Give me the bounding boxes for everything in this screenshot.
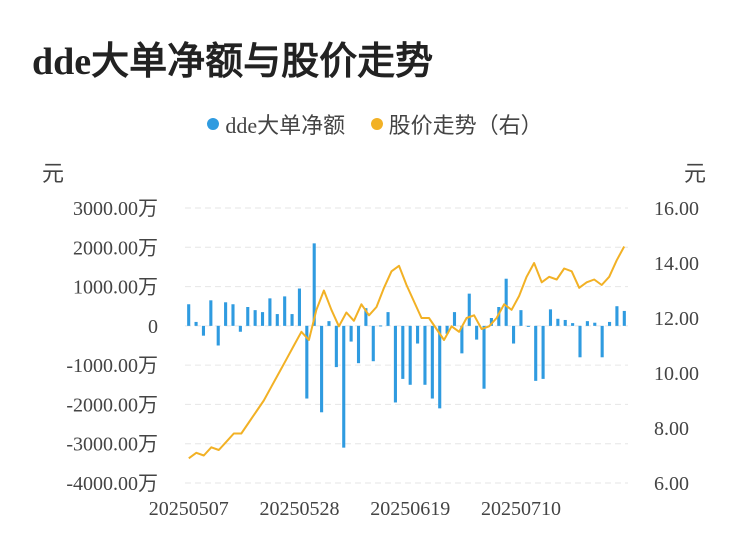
dde-bar: [600, 325, 604, 358]
dde-bar: [578, 325, 582, 358]
dde-bar: [393, 325, 397, 403]
legend-item-dde[interactable]: dde大单净额: [207, 108, 345, 140]
dde-bar: [526, 325, 530, 327]
dde-bar: [504, 278, 508, 326]
dde-bar: [475, 325, 479, 340]
legend-dot-icon: [370, 118, 383, 130]
right-tick-label: 10.00: [654, 363, 699, 385]
dde-bar: [364, 308, 368, 326]
dde-bar: [201, 325, 206, 336]
legend-dot-icon: [207, 118, 220, 130]
right-tick-label: 12.00: [654, 308, 699, 330]
dde-bar: [445, 325, 449, 334]
dde-bar: [571, 323, 575, 326]
dde-bar: [305, 325, 309, 399]
dde-bar: [563, 319, 567, 326]
dde-bar: [231, 304, 235, 326]
legend: dde大单净额 股价走势（右）: [0, 108, 750, 140]
dde-bar: [268, 298, 272, 326]
dde-bar: [312, 243, 316, 326]
price-line: [188, 246, 626, 460]
dde-bar: [622, 310, 626, 326]
right-tick-label: 14.00: [654, 253, 699, 275]
dde-bar: [408, 325, 412, 385]
chart-title: dde大单净额与股价走势: [32, 41, 434, 83]
dde-bar: [401, 325, 405, 379]
dde-bar: [489, 318, 493, 326]
right-axis-unit: 元: [684, 161, 707, 186]
dde-bar: [585, 321, 589, 326]
right-tick-label: 8.00: [654, 418, 689, 440]
dde-bar: [283, 296, 287, 326]
dde-bar: [253, 310, 257, 326]
right-tick-label: 16.00: [654, 198, 699, 220]
dde-bar: [194, 321, 198, 326]
dde-bar: [246, 307, 250, 326]
dde-bar: [371, 325, 375, 362]
x-tick-label: 20250528: [259, 498, 339, 520]
dde-bar: [356, 325, 361, 364]
dde-bar: [275, 314, 279, 326]
dde-bar: [615, 306, 619, 326]
legend-label-price: 股价走势（右）: [388, 113, 543, 138]
dde-bar: [556, 318, 560, 326]
left-tick-label: 0: [148, 316, 158, 338]
dde-bar: [497, 307, 501, 326]
dde-bar: [467, 293, 471, 326]
dde-bar: [342, 325, 346, 448]
left-tick-label: -4000.00万: [66, 473, 158, 495]
dde-bar: [607, 321, 612, 326]
dde-bar: [438, 325, 442, 409]
left-tick-label: 3000.00万: [73, 198, 158, 220]
left-tick-label: -1000.00万: [66, 355, 158, 377]
dde-bar: [430, 325, 434, 399]
right-tick-label: 6.00: [654, 473, 689, 495]
dde-bar: [260, 312, 265, 326]
dde-bar: [482, 325, 486, 389]
dde-bar: [452, 312, 457, 326]
dde-bar: [238, 325, 242, 332]
dde-bar: [187, 304, 191, 326]
dde-bar: [548, 309, 553, 326]
dde-bar: [379, 325, 383, 327]
dde-bar: [334, 325, 338, 368]
legend-label-dde: dde大单净额: [225, 113, 346, 138]
x-tick-label: 20250710: [481, 498, 561, 520]
dde-bar: [349, 325, 353, 342]
left-tick-label: 1000.00万: [73, 277, 158, 299]
dde-bar: [593, 322, 597, 326]
dde-bar: [460, 325, 464, 354]
dde-bar: [320, 325, 324, 413]
x-tick-label: 20250507: [149, 498, 229, 520]
dde-bar: [290, 314, 294, 326]
dde-bar: [216, 325, 220, 346]
dde-bar: [416, 325, 420, 344]
x-tick-label: 20250619: [370, 498, 450, 520]
dde-bar: [512, 325, 516, 344]
left-tick-label: -3000.00万: [66, 434, 158, 456]
dde-bar: [386, 312, 390, 326]
dde-bar: [224, 302, 228, 326]
dde-bar: [423, 325, 427, 385]
left-axis-unit: 元: [42, 161, 65, 186]
left-tick-label: -2000.00万: [66, 394, 158, 416]
dde-bar: [327, 321, 331, 326]
legend-item-price[interactable]: 股价走势（右）: [370, 108, 543, 140]
dde-bar: [541, 325, 545, 379]
dde-bar: [297, 288, 301, 326]
dde-bar: [209, 300, 213, 326]
dde-bar: [519, 310, 523, 326]
dde-bar: [534, 325, 538, 381]
left-tick-label: 2000.00万: [73, 237, 158, 259]
